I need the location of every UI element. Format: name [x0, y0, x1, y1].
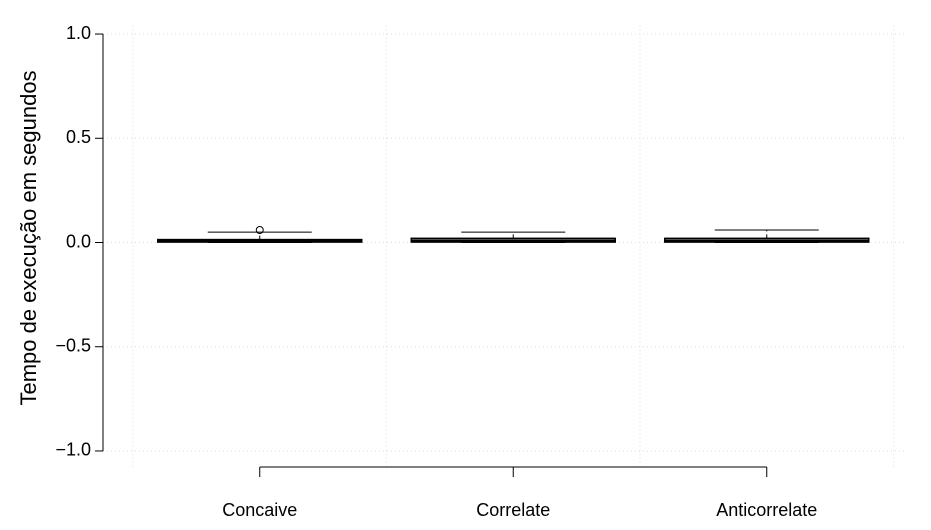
- outlier: [255, 225, 264, 234]
- y-tick-label: 0.5: [66, 127, 91, 147]
- y-axis-label: Tempo de execução em segundos: [16, 70, 41, 405]
- y-tick-label: 0.0: [66, 231, 91, 251]
- x-tick-label: Correlate: [476, 500, 550, 520]
- x-tick-label: Anticorrelate: [716, 500, 817, 520]
- y-tick-label: −1.0: [55, 440, 91, 460]
- y-tick-label: 1.0: [66, 23, 91, 43]
- y-tick-label: −0.5: [55, 335, 91, 355]
- x-tick-label: Concaive: [222, 500, 297, 520]
